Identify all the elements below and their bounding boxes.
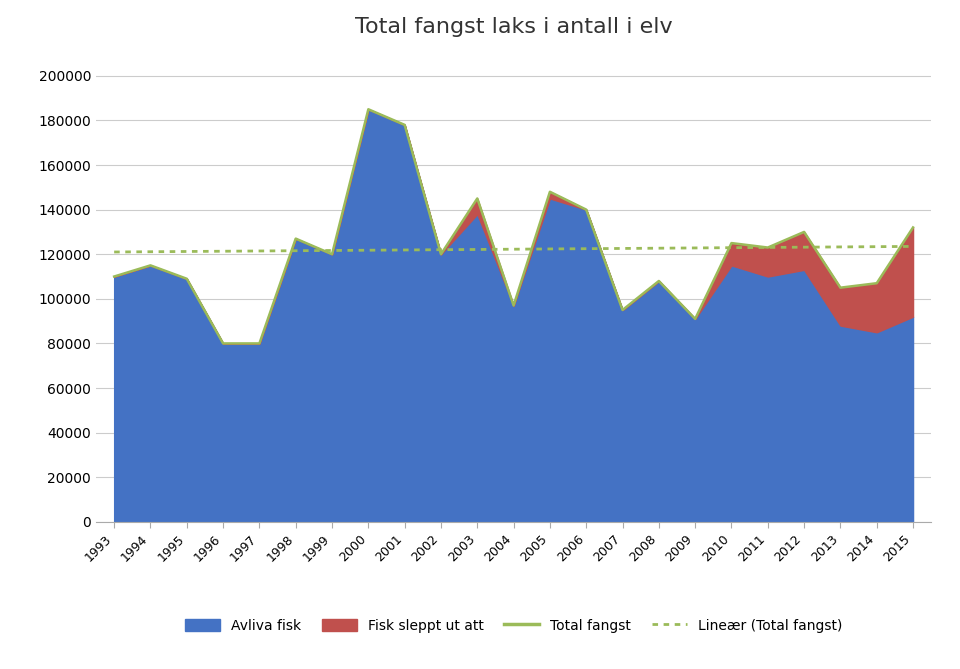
Legend: Avliva fisk, Fisk sleppt ut att, Total fangst, Lineær (Total fangst): Avliva fisk, Fisk sleppt ut att, Total f… [180,613,848,638]
Title: Total fangst laks i antall i elv: Total fangst laks i antall i elv [355,17,672,37]
